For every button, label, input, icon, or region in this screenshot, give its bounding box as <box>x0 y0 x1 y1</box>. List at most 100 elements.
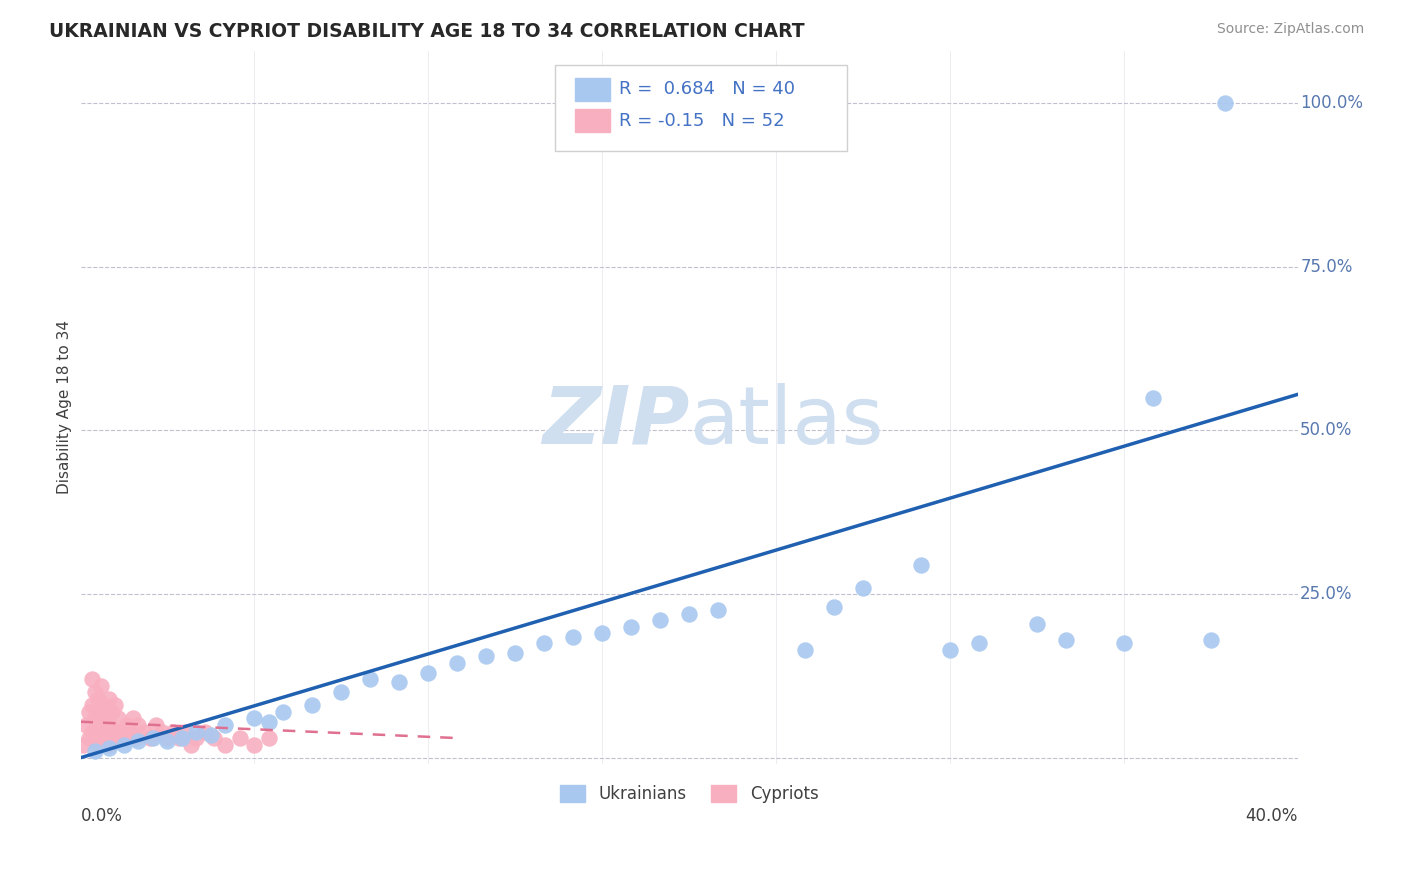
Point <box>98 740 121 755</box>
Text: atlas: atlas <box>689 383 883 461</box>
Point <box>77 731 100 745</box>
Point <box>124 731 146 745</box>
Point <box>82 672 104 686</box>
Point <box>243 711 266 725</box>
Point <box>118 724 141 739</box>
Text: 100.0%: 100.0% <box>1301 94 1364 112</box>
Text: 25.0%: 25.0% <box>1301 585 1353 603</box>
Point <box>967 636 990 650</box>
FancyBboxPatch shape <box>575 78 610 101</box>
Point <box>939 642 962 657</box>
Point <box>84 731 107 745</box>
Point <box>162 724 184 739</box>
Text: R =  0.684   N = 40: R = 0.684 N = 40 <box>619 80 794 98</box>
Point <box>93 724 115 739</box>
Point <box>82 724 104 739</box>
Point <box>186 731 208 745</box>
Point <box>794 642 817 657</box>
Point <box>104 698 127 713</box>
Point <box>90 731 112 745</box>
Point <box>707 603 730 617</box>
Text: 40.0%: 40.0% <box>1246 807 1298 825</box>
Text: 0.0%: 0.0% <box>80 807 122 825</box>
Point <box>1142 391 1164 405</box>
Point <box>101 705 124 719</box>
Point <box>115 718 138 732</box>
Point <box>194 724 217 739</box>
Point <box>418 665 440 680</box>
Point <box>104 724 127 739</box>
Point <box>87 691 110 706</box>
Point <box>112 738 135 752</box>
Point <box>214 738 236 752</box>
Y-axis label: Disability Age 18 to 34: Disability Age 18 to 34 <box>58 320 72 494</box>
Point <box>1112 636 1135 650</box>
Point <box>359 672 381 686</box>
Point <box>84 711 107 725</box>
Legend: Ukrainians, Cypriots: Ukrainians, Cypriots <box>553 778 825 809</box>
FancyBboxPatch shape <box>555 65 848 151</box>
Point <box>475 649 498 664</box>
Point <box>90 705 112 719</box>
Point <box>823 600 845 615</box>
Point <box>273 705 295 719</box>
Point <box>98 738 121 752</box>
Point <box>145 718 167 732</box>
Point <box>82 698 104 713</box>
Point <box>127 718 149 732</box>
Point <box>202 731 225 745</box>
Point <box>1213 96 1236 111</box>
Point <box>101 731 124 745</box>
Point <box>257 731 280 745</box>
Point <box>257 714 280 729</box>
Point <box>90 679 112 693</box>
Point <box>87 738 110 752</box>
Point <box>562 630 585 644</box>
Point <box>388 675 411 690</box>
Point <box>200 728 222 742</box>
Point <box>167 731 190 745</box>
Point <box>1199 632 1222 647</box>
Point <box>96 711 118 725</box>
Point <box>446 656 468 670</box>
Point <box>1025 616 1047 631</box>
Point <box>186 724 208 739</box>
Point <box>112 731 135 745</box>
Point <box>107 711 129 725</box>
FancyBboxPatch shape <box>575 109 610 132</box>
Point <box>107 731 129 745</box>
Point <box>134 724 156 739</box>
Point <box>93 698 115 713</box>
Point <box>87 718 110 732</box>
Text: Source: ZipAtlas.com: Source: ZipAtlas.com <box>1216 22 1364 37</box>
Point <box>98 718 121 732</box>
Point <box>156 731 179 745</box>
Point <box>110 724 132 739</box>
Point <box>96 731 118 745</box>
Point <box>852 581 875 595</box>
Point <box>650 613 672 627</box>
Point <box>142 731 165 745</box>
Point <box>910 558 932 572</box>
Text: UKRAINIAN VS CYPRIOT DISABILITY AGE 18 TO 34 CORRELATION CHART: UKRAINIAN VS CYPRIOT DISABILITY AGE 18 T… <box>49 22 804 41</box>
Point <box>180 738 202 752</box>
Point <box>330 685 353 699</box>
Point <box>72 738 94 752</box>
Point <box>84 744 107 758</box>
Point <box>620 620 643 634</box>
Point <box>75 718 97 732</box>
Point <box>503 646 526 660</box>
Point <box>243 738 266 752</box>
Point <box>139 731 162 745</box>
Point <box>84 685 107 699</box>
Point <box>98 691 121 706</box>
Text: 50.0%: 50.0% <box>1301 421 1353 440</box>
Point <box>170 731 193 745</box>
Point <box>127 734 149 748</box>
Point <box>150 724 173 739</box>
Point <box>678 607 700 621</box>
Text: ZIP: ZIP <box>541 383 689 461</box>
Point <box>301 698 323 713</box>
Text: R = -0.15   N = 52: R = -0.15 N = 52 <box>619 112 785 129</box>
Point <box>121 711 143 725</box>
